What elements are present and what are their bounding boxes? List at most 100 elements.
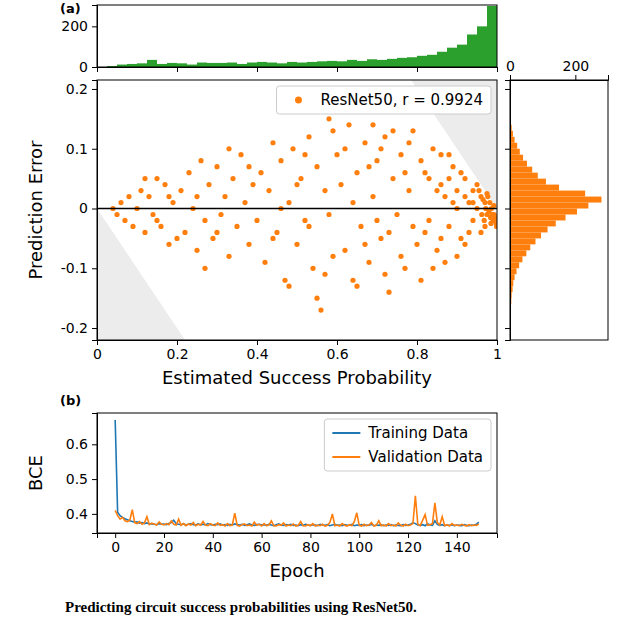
legend-label: Training Data: [367, 424, 468, 442]
tick-mark: [310, 533, 311, 538]
tick-label: -0.1: [61, 260, 88, 276]
tick-mark: [92, 444, 97, 445]
scatter-point: [458, 170, 463, 175]
histogram-bar: [197, 63, 207, 67]
scatter-point: [270, 140, 275, 145]
axis-line: [505, 81, 511, 341]
scatter-point: [466, 230, 471, 235]
scatter-point: [274, 230, 279, 235]
histogram-bar: [510, 161, 527, 167]
tick: 200: [562, 58, 589, 80]
scatter-point: [362, 140, 367, 145]
scatter-point: [130, 224, 135, 229]
scatter-point: [286, 284, 291, 289]
scatter-point: [418, 278, 423, 283]
histogram-bar: [510, 220, 556, 226]
histogram-bar: [510, 256, 522, 262]
scatter-point: [166, 242, 171, 247]
legend-marker: [295, 97, 302, 104]
tick: 0.4: [246, 340, 268, 362]
tick: 0.2: [66, 81, 97, 97]
scatter-point: [142, 176, 147, 181]
panel-label: (b): [60, 393, 81, 408]
tick-mark: [177, 67, 178, 72]
tick: 0: [93, 340, 102, 362]
tick: [177, 67, 178, 72]
axis-title: Prediction Error: [25, 140, 46, 280]
tick-label: -0.2: [61, 320, 88, 336]
tick-mark: [92, 328, 97, 329]
scatter-point: [194, 248, 199, 253]
tick-label: 0.4: [66, 506, 88, 522]
tick-mark: [510, 75, 511, 80]
tick-mark: [92, 268, 97, 269]
histogram-bar: [510, 214, 566, 220]
scatter-point: [238, 152, 243, 157]
scatter-point: [370, 122, 375, 127]
tick-label: 140: [444, 539, 471, 555]
legend-label: ResNet50, r = 0.9924: [320, 91, 483, 109]
scatter-series: [110, 116, 497, 312]
scatter-point: [378, 146, 383, 151]
legend: Training DataValidation Data: [324, 419, 491, 471]
histogram-bar: [327, 61, 337, 67]
scatter-point: [142, 230, 147, 235]
scatter-point: [186, 170, 191, 175]
tick: 0.6: [66, 436, 97, 452]
scatter-point: [170, 200, 175, 205]
axis-line: [92, 6, 98, 68]
scatter-point: [491, 203, 496, 208]
histogram-bar: [510, 226, 548, 232]
tick-mark: [262, 533, 263, 538]
tick-mark: [92, 514, 97, 515]
tick-mark: [505, 149, 510, 150]
x-axis: [98, 67, 498, 72]
scatter-point: [326, 212, 331, 217]
scatter-point: [246, 242, 251, 247]
scatter-point: [246, 164, 251, 169]
panel: 0204060801001201400.40.50.6Training Data…: [66, 413, 498, 555]
legend-line: [332, 456, 360, 458]
tick-mark: [177, 340, 178, 345]
tick: 80: [302, 533, 320, 555]
tick: [505, 89, 510, 90]
tick: 0.4: [66, 506, 97, 522]
plot-frame: [97, 413, 497, 533]
scatter-point: [430, 146, 435, 151]
scatter-point: [114, 212, 119, 217]
scatter-point: [318, 308, 323, 313]
scatter-point: [398, 254, 403, 259]
histogram-bar: [510, 149, 520, 155]
tick-label: 200: [61, 18, 88, 34]
tick: 0.5: [66, 471, 97, 487]
tick-label: 20: [156, 539, 174, 555]
plot-frame: [97, 80, 497, 340]
scatter-point: [482, 200, 487, 205]
scatter-point: [226, 146, 231, 151]
histogram-bar: [307, 62, 317, 67]
tick: 40: [204, 533, 222, 555]
panel: 00.20.40.60.81-0.2-0.100.10.2ResNet50, r…: [61, 80, 502, 362]
scatter-point: [206, 182, 211, 187]
histogram-bar: [297, 63, 307, 67]
histogram-bar: [247, 63, 257, 67]
tick: -0.2: [61, 320, 97, 336]
scatter-point: [350, 278, 355, 283]
scatter-point: [386, 290, 391, 295]
scatter-point: [462, 176, 467, 181]
scatter-point: [342, 146, 347, 151]
scatter-point: [382, 134, 387, 139]
scatter-point: [406, 140, 411, 145]
scatter-point: [290, 146, 295, 151]
histogram-bar: [447, 48, 457, 67]
tick: 1: [493, 340, 502, 362]
tick: [505, 268, 510, 269]
tick-label: 200: [562, 58, 589, 74]
histogram-bar: [337, 61, 347, 67]
tick-mark: [213, 533, 214, 538]
scatter-point: [402, 170, 407, 175]
legend-line: [332, 432, 360, 434]
scatter-point: [154, 176, 159, 181]
tick-label: 0: [93, 346, 102, 362]
scatter-point: [302, 152, 307, 157]
